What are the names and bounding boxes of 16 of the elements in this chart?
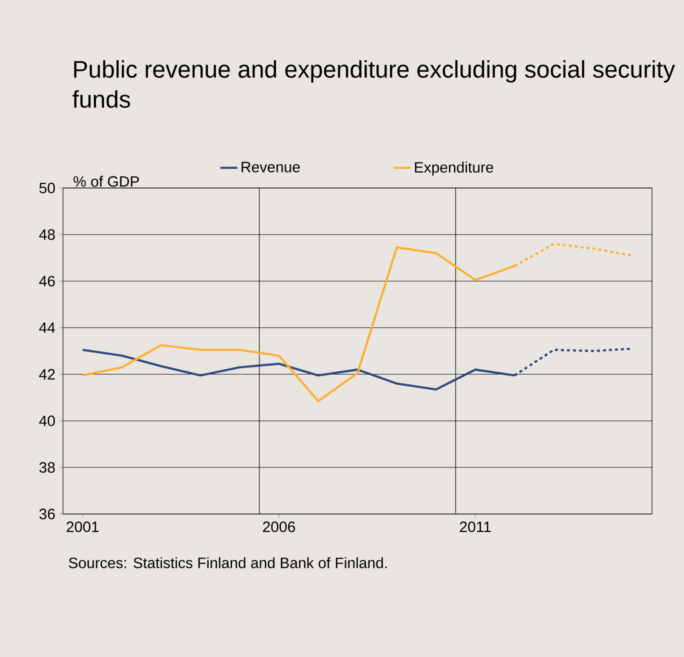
x-tick-label: 2001 bbox=[66, 522, 99, 532]
x-tick-label: 2006 bbox=[263, 522, 295, 532]
y-tick-label: 36 bbox=[39, 508, 55, 520]
legend-label: Revenue bbox=[242, 162, 300, 172]
y-tick-label: 44 bbox=[39, 322, 56, 333]
y-tick-label: 46 bbox=[39, 276, 55, 286]
y-tick-label: 38 bbox=[39, 462, 55, 473]
y-axis-title: % of GDP bbox=[74, 176, 139, 187]
x-tick-label: 2011 bbox=[460, 522, 491, 532]
legend-label: Expenditure bbox=[414, 162, 494, 176]
chart-title: Public revenue and expenditure excluding social security funds bbox=[72, 60, 676, 108]
y-tick-label: 40 bbox=[39, 416, 55, 426]
y-tick-label: 42 bbox=[39, 369, 55, 380]
y-tick-label: 48 bbox=[39, 229, 55, 240]
source-note: Sources: Statistics Finland and Bank of Finland. bbox=[68, 557, 387, 568]
y-tick-label: 50 bbox=[39, 182, 55, 194]
